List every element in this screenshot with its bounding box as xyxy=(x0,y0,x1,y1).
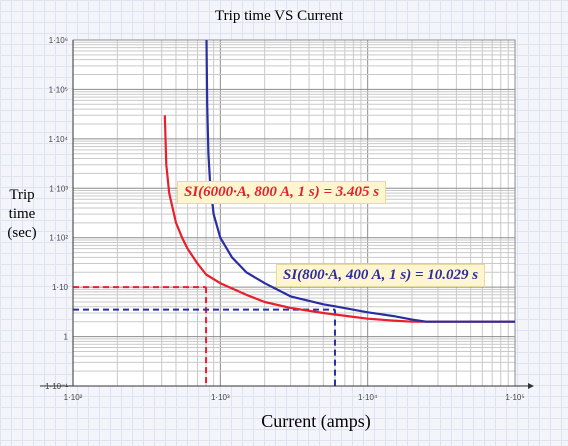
trip-curve-2 xyxy=(205,39,515,323)
y-tick-label: 1·10² xyxy=(49,234,68,243)
y-axis-label-line-2: time xyxy=(9,206,36,222)
plot-area xyxy=(73,40,515,386)
y-axis-label-line-1: Trip xyxy=(9,187,34,203)
x-axis-arrow-icon xyxy=(528,383,534,389)
y-tick-label: 1·10⁵ xyxy=(49,85,68,94)
annotation-blue-series: SI(800·A, 400 A, 1 s) = 10.029 s xyxy=(276,264,486,287)
y-tick-label: 1·10⁶ xyxy=(49,36,68,45)
chart-grid xyxy=(72,39,516,387)
axes xyxy=(40,40,534,389)
trip-curves xyxy=(163,39,515,323)
x-axis-label: Current (amps) xyxy=(261,411,370,432)
x-tick-label: 1·10² xyxy=(64,393,83,402)
reference-lines xyxy=(73,286,336,386)
y-axis-label-line-3: (sec) xyxy=(7,225,36,241)
x-tick-label: 1·10⁵ xyxy=(505,393,524,402)
y-tick-label: 1 xyxy=(64,333,69,342)
chart-title: Trip time VS Current xyxy=(215,8,344,24)
annotation-red-series: SI(6000·A, 800 A, 1 s) = 3.405 s xyxy=(177,181,387,204)
trip-curve-1 xyxy=(163,115,515,323)
y-tick-label: 1·10³ xyxy=(49,184,68,193)
y-tick-label: 1·10 xyxy=(52,283,69,292)
x-tick-label: 1·10³ xyxy=(211,393,230,402)
x-tick-label: 1·10⁴ xyxy=(358,393,378,402)
y-tick-label: 1·10⁴ xyxy=(49,135,69,144)
